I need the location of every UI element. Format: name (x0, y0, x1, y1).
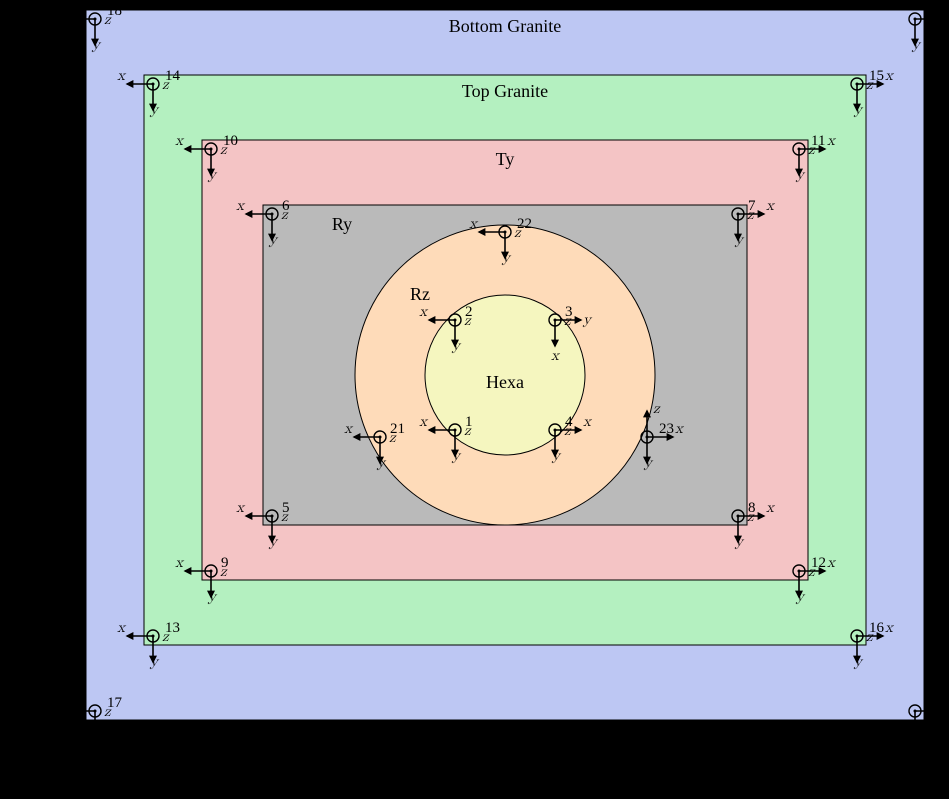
layer-label-bottom-granite: Bottom Granite (449, 16, 561, 36)
figure-caption: Figure 3.1: Top view of the simplified m… (329, 767, 620, 784)
node-12-number: 12 (811, 555, 826, 571)
node-23-number: 23 (659, 421, 674, 437)
node-9-number: 9 (221, 555, 229, 571)
layer-label-rz: Rz (410, 284, 430, 304)
node-19-x-label: x (943, 3, 949, 18)
layer-label-top-granite: Top Granite (462, 81, 548, 101)
layer-label-ty: Ty (496, 149, 515, 169)
node-11-number: 11 (811, 133, 825, 149)
node-14-number: 14 (165, 68, 181, 84)
node-18-x-label: x (59, 3, 69, 18)
node-17-number: 17 (107, 695, 123, 711)
node-10-number: 10 (223, 133, 238, 149)
node-4-number: 4 (565, 414, 573, 430)
node-20-y-label: y (911, 729, 922, 745)
node-22-number: 22 (517, 216, 532, 232)
node-17-y-label: y (91, 729, 102, 745)
node-6-number: 6 (282, 198, 290, 214)
node-3-number: 3 (565, 304, 573, 320)
layer-label-hexa: Hexa (486, 372, 524, 392)
node-20-number: 20 (927, 695, 942, 711)
diagram-svg: Bottom GraniteTop GraniteTyRyRzHexaxyz1x… (0, 0, 949, 799)
node-1-number: 1 (465, 414, 473, 430)
layer-label-ry: Ry (332, 214, 352, 234)
node-20-x-label: x (943, 695, 949, 710)
node-7-number: 7 (748, 198, 756, 214)
node-5-number: 5 (282, 500, 290, 516)
node-17-x-label: x (59, 695, 69, 710)
node-21-number: 21 (390, 421, 405, 437)
node-18-number: 18 (107, 3, 122, 19)
node-16-number: 16 (869, 620, 885, 636)
node-19-number: 19 (927, 3, 942, 19)
node-2-number: 2 (465, 304, 473, 320)
node-8-number: 8 (748, 500, 756, 516)
node-13-number: 13 (165, 620, 180, 636)
node-15-number: 15 (869, 68, 884, 84)
